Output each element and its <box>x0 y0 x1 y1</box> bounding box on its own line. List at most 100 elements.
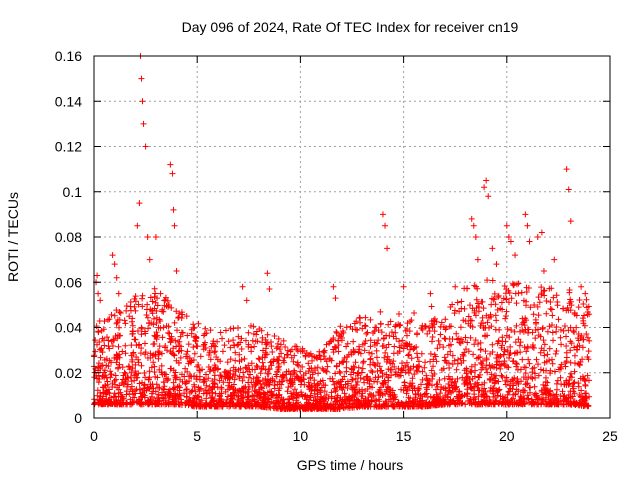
data-point <box>449 361 456 368</box>
data-point <box>490 390 497 397</box>
data-point <box>159 392 166 399</box>
data-point <box>94 387 101 394</box>
data-point <box>170 345 177 352</box>
data-point <box>490 364 497 371</box>
data-point <box>311 377 318 384</box>
data-point <box>527 384 534 391</box>
data-point <box>482 399 489 406</box>
data-point <box>260 347 267 354</box>
data-point <box>530 399 537 406</box>
data-point <box>347 323 354 330</box>
data-point <box>225 338 232 345</box>
data-point <box>554 377 561 384</box>
data-point <box>362 338 369 345</box>
data-point <box>238 335 245 342</box>
data-point <box>95 290 102 297</box>
data-point <box>271 385 278 392</box>
data-point <box>509 376 516 383</box>
data-point <box>238 395 245 402</box>
data-point <box>532 316 539 323</box>
data-point <box>333 328 340 335</box>
data-point <box>389 402 396 409</box>
data-point <box>409 399 416 406</box>
data-point <box>330 349 337 356</box>
data-point <box>97 354 104 361</box>
data-point <box>579 344 586 351</box>
data-point <box>559 388 566 395</box>
data-point <box>346 400 353 407</box>
data-point <box>188 401 195 408</box>
data-point <box>262 390 269 397</box>
data-point <box>356 387 363 394</box>
data-point <box>219 348 226 355</box>
data-point <box>468 317 475 324</box>
data-point <box>388 329 395 336</box>
data-point <box>532 335 539 342</box>
y-tick-label: 0.02 <box>55 365 82 381</box>
data-point <box>480 305 487 312</box>
data-point <box>249 337 256 344</box>
data-point <box>226 379 233 386</box>
data-point <box>299 393 306 400</box>
data-point <box>354 378 361 385</box>
data-point <box>526 360 533 367</box>
data-point <box>502 315 509 322</box>
data-point <box>496 326 503 333</box>
data-point <box>525 356 532 363</box>
data-point <box>517 366 524 373</box>
data-point <box>506 289 513 296</box>
data-point <box>202 345 209 352</box>
data-point <box>170 206 177 213</box>
data-point <box>407 395 414 402</box>
data-point <box>580 301 587 308</box>
data-point <box>309 353 316 360</box>
data-point <box>543 298 550 305</box>
data-point <box>446 323 453 330</box>
data-point <box>138 331 145 338</box>
data-point <box>188 388 195 395</box>
data-point <box>364 373 371 380</box>
data-point <box>128 369 135 376</box>
data-point <box>216 377 223 384</box>
data-point <box>354 404 361 411</box>
data-point <box>122 342 129 349</box>
data-point <box>350 338 357 345</box>
data-point <box>99 335 106 342</box>
data-point <box>350 392 357 399</box>
data-point <box>343 343 350 350</box>
data-point <box>144 301 151 308</box>
data-point <box>510 282 517 289</box>
data-point <box>516 397 523 404</box>
data-point <box>553 386 560 393</box>
data-point <box>540 267 547 274</box>
data-point <box>476 371 483 378</box>
data-point <box>457 324 464 331</box>
data-point <box>445 360 452 367</box>
data-point <box>495 378 502 385</box>
data-point <box>495 292 502 299</box>
data-point <box>575 331 582 338</box>
data-point <box>115 343 122 350</box>
data-point <box>570 399 577 406</box>
data-point <box>442 316 449 323</box>
x-tick-label: 0 <box>90 428 98 444</box>
data-point <box>424 330 431 337</box>
data-point <box>331 343 338 350</box>
data-point <box>344 353 351 360</box>
data-point <box>429 334 436 341</box>
data-point <box>206 402 213 409</box>
data-point <box>154 302 161 309</box>
data-point <box>288 393 295 400</box>
data-point <box>104 316 111 323</box>
data-point <box>171 319 178 326</box>
data-point <box>200 332 207 339</box>
data-point <box>267 400 274 407</box>
data-point <box>144 355 151 362</box>
data-point <box>458 336 465 343</box>
data-point <box>445 388 452 395</box>
data-point <box>446 335 453 342</box>
data-point <box>212 390 219 397</box>
data-point <box>227 373 234 380</box>
data-point <box>334 394 341 401</box>
data-point <box>256 402 263 409</box>
